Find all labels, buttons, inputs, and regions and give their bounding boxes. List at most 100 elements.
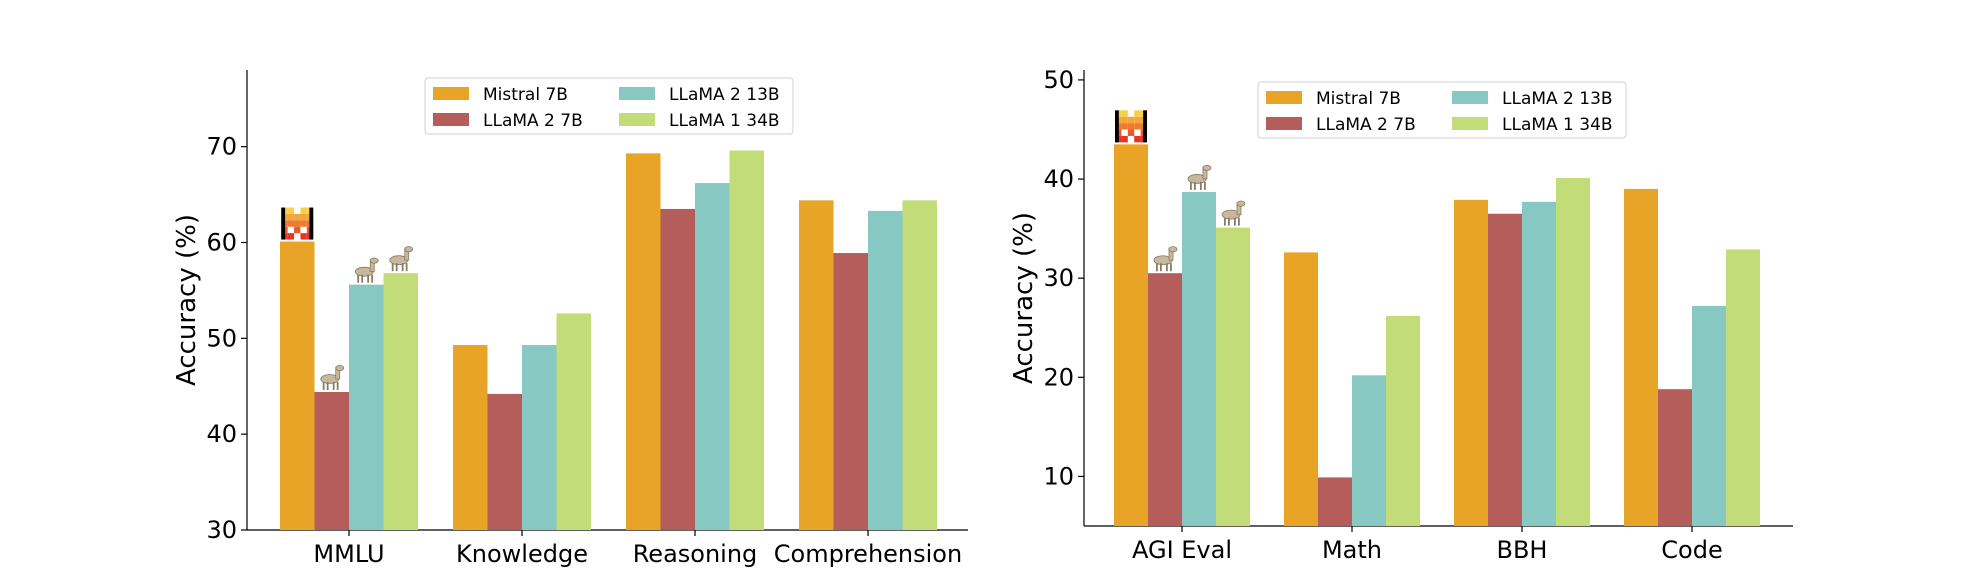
bar-llama-2-13b-reasoning <box>695 183 730 531</box>
mistral-logo-cell <box>1127 129 1135 136</box>
legend-swatch-llama-2-7b <box>1266 117 1302 130</box>
y-axis-label: Accuracy (%) <box>1009 212 1039 384</box>
legend: Mistral 7B LLaMA 2 7B LLaMA 2 13B LLaMA 1 3… <box>1257 81 1627 139</box>
y-tick-label: 10 <box>1043 462 1074 490</box>
x-tick-label: MMLU <box>313 540 384 568</box>
mistral-logo-cell <box>1127 123 1135 130</box>
llama-icon-leg-2 <box>1234 217 1236 226</box>
mistral-logo-edge-right <box>309 207 314 240</box>
llama-icon-leg-3 <box>371 274 374 283</box>
bar-llama-2-13b-mmlu <box>349 284 384 530</box>
y-tick-label: 30 <box>206 516 237 544</box>
y-tick-label: 50 <box>206 324 237 352</box>
mistral-logo-cell <box>287 233 295 240</box>
legend-swatch-llama-1-34b <box>1452 117 1488 130</box>
llama-icon-leg-1 <box>1160 263 1162 272</box>
mistral-logo-cell <box>1121 116 1128 124</box>
x-tick-label: Knowledge <box>456 540 588 568</box>
bar-llama-2-7b-agi-eval <box>1148 273 1182 526</box>
mistral-logo-cell <box>287 207 295 214</box>
bar-mistral-7b-bbh <box>1454 199 1488 526</box>
llama-icon-leg-2 <box>1200 181 1202 190</box>
llama-icon <box>1153 246 1178 272</box>
llama-icon-leg-2 <box>332 382 335 390</box>
mistral-logo-cell <box>1134 135 1141 143</box>
llama-icon-head <box>335 365 345 371</box>
bar-mistral-7b-code <box>1624 188 1658 526</box>
legend-label-llama-1-34b: LLaMA 1 34B <box>669 111 780 131</box>
legend-label-llama-2-13b: LLaMA 2 13B <box>1502 89 1613 109</box>
llama-icon-head <box>1168 246 1178 253</box>
bar-llama-2-7b-mmlu <box>314 392 349 530</box>
bar-mistral-7b-knowledge <box>453 345 488 530</box>
legend-label-llama-1-34b: LLaMA 1 34B <box>1502 115 1613 135</box>
bar-mistral-7b-mmlu <box>280 241 315 530</box>
llama-icon-leg-0 <box>1190 181 1192 190</box>
bar-llama-2-13b-comprehension <box>868 210 903 530</box>
llama-icon-head <box>1236 200 1246 207</box>
legend-label-mistral-7b: Mistral 7B <box>1316 89 1401 109</box>
y-tick-label: 20 <box>1043 363 1074 391</box>
mistral-logo-cell <box>294 226 301 234</box>
llama-icon-leg-2 <box>367 274 370 283</box>
mistral-logo-cell <box>300 220 307 227</box>
legend-swatch-mistral-7b <box>433 87 469 100</box>
y-tick-label: 40 <box>1043 165 1074 193</box>
llama-icon-leg-1 <box>361 274 364 283</box>
llama-icon-leg-3 <box>1238 217 1240 226</box>
y-tick-label: 30 <box>1043 264 1074 292</box>
bar-llama-1-34b-math <box>1386 315 1420 526</box>
mistral-logo-cell <box>294 213 301 221</box>
llama-icon <box>354 257 379 283</box>
bar-llama-2-7b-math <box>1318 477 1352 526</box>
llama-icon <box>1187 164 1212 190</box>
mistral-logo-cell <box>1121 135 1128 143</box>
chart-left: 30 40 50 60 70 Accuracy (%) MMLU Knowledge Reaso… <box>172 70 968 568</box>
mistral-logo-icon <box>281 207 314 240</box>
legend-label-llama-2-13b: LLaMA 2 13B <box>669 85 780 105</box>
y-tick-label: 40 <box>206 420 237 448</box>
bar-llama-2-7b-knowledge <box>487 393 522 530</box>
bar-llama-1-34b-bbh <box>1556 178 1590 526</box>
llama-icon-leg-1 <box>1194 181 1196 190</box>
legend-box <box>424 77 794 135</box>
legend-swatch-llama-2-7b <box>433 113 469 126</box>
mistral-logo-cell <box>1134 116 1141 124</box>
legend: Mistral 7B LLaMA 2 7B LLaMA 2 13B LLaMA 1 3… <box>424 77 794 135</box>
mistral-logo-icon <box>1115 110 1147 143</box>
x-tick-label: Reasoning <box>633 540 758 568</box>
llama-icon-leg-0 <box>1156 263 1158 272</box>
x-tick-label: Math <box>1322 536 1382 564</box>
bar-llama-1-34b-code <box>1726 249 1760 526</box>
bar-llama-1-34b-agi-eval <box>1216 227 1250 527</box>
legend-label-llama-2-7b: LLaMA 2 7B <box>483 111 583 131</box>
mistral-logo-cell <box>300 233 307 240</box>
llama-icon-leg-1 <box>326 382 329 390</box>
llama-icon-leg-3 <box>1170 263 1172 272</box>
llama-icon-leg-0 <box>391 263 394 272</box>
llama-icon <box>1221 200 1246 226</box>
llama-icon-leg-2 <box>401 263 404 272</box>
llama-icon-head <box>404 246 414 253</box>
llama-icon-leg-0 <box>1224 217 1226 226</box>
x-tick-label: BBH <box>1497 536 1548 564</box>
legend-swatch-llama-1-34b <box>619 113 655 126</box>
mistral-logo-cell <box>1134 110 1141 117</box>
mistral-logo-cell <box>1127 116 1135 124</box>
x-tick-label: Code <box>1661 536 1722 564</box>
llama-icon-head <box>369 257 379 264</box>
x-tick-label: AGI Eval <box>1132 536 1232 564</box>
x-tick-label: Comprehension <box>774 540 962 568</box>
bar-llama-2-7b-code <box>1658 389 1692 526</box>
mistral-logo-cell <box>1121 110 1128 117</box>
mistral-logo-cell <box>287 213 295 221</box>
bar-llama-2-7b-comprehension <box>833 253 868 530</box>
mistral-logo-edge-left <box>1115 110 1119 143</box>
bar-llama-1-34b-reasoning <box>729 150 764 530</box>
bar-llama-2-13b-math <box>1352 375 1386 526</box>
legend-label-llama-2-7b: LLaMA 2 7B <box>1316 115 1416 135</box>
mistral-logo-cell <box>300 213 307 221</box>
legend-swatch-llama-2-13b <box>619 87 655 100</box>
bar-llama-2-13b-code <box>1692 305 1726 526</box>
